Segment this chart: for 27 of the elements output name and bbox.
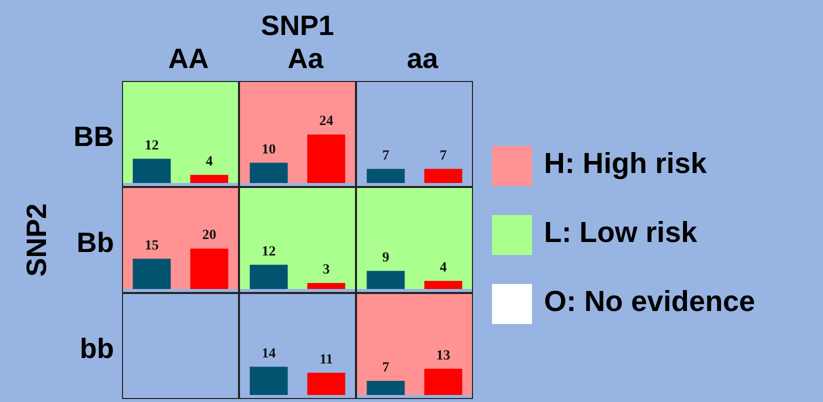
data-label: 15	[144, 238, 159, 254]
chart-title: AA	[168, 43, 209, 75]
data-label: 13	[436, 348, 450, 364]
category-label: L: Low risk	[544, 217, 698, 250]
category-label: O: No evidence	[544, 286, 756, 319]
data-label: 20	[202, 228, 216, 244]
data-label: 12	[262, 244, 276, 260]
category-label: H: High risk	[544, 148, 707, 181]
data-label: 4	[206, 154, 213, 170]
text: bb	[80, 333, 114, 365]
chart-title: aa	[406, 43, 438, 75]
data-label: 9	[382, 250, 390, 266]
data-label: 7	[382, 360, 390, 376]
data-label: 12	[144, 138, 159, 154]
y-axis-title: BB	[74, 121, 114, 153]
text: SNP2	[21, 203, 53, 277]
data-label: 4	[440, 260, 447, 276]
chart-title: Aa	[288, 43, 324, 75]
data-label: 7	[440, 148, 447, 164]
data-label: 14	[262, 346, 276, 362]
data-label: 24	[319, 114, 334, 130]
data-label: 3	[322, 262, 330, 278]
data-label: 7	[382, 148, 390, 164]
data-label: 11	[320, 352, 333, 368]
y-axis-title: Bb	[76, 227, 114, 259]
text: SNP1	[260, 10, 334, 42]
data-label: 10	[262, 142, 276, 158]
